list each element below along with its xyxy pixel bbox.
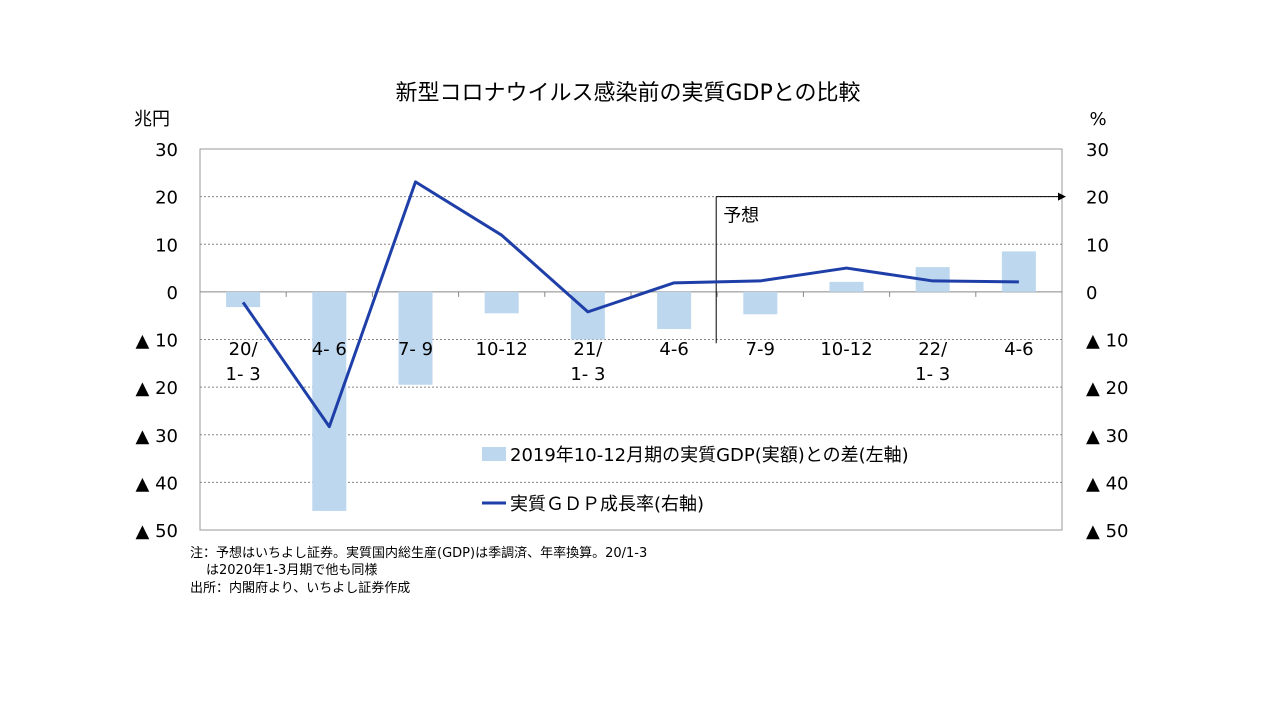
left-tick-label: ▲ 50 (136, 521, 178, 542)
category-labels: 20/1- 3 4- 6 7- 9 10-12 21/1- 3 4-6 7-9 10-12 22… (226, 339, 1034, 385)
right-tick-label: ▲ 50 (1086, 521, 1128, 542)
legend-bar-swatch (482, 447, 506, 461)
category-label: 1- 3 (570, 364, 605, 385)
category-label: 4-6 (659, 339, 688, 360)
bar-series (226, 251, 1036, 511)
bar (570, 291, 605, 340)
axis-ticks: 30 30 20 20 10 10 0 0 ▲ 10 ▲ 10 ▲ 20 ▲ 20 ▲ 30 ▲ 30 ▲ … (136, 140, 1129, 542)
bar (312, 291, 347, 511)
left-axis-unit: 兆円 (134, 109, 170, 130)
bar (398, 291, 433, 385)
left-tick-label: ▲ 40 (136, 473, 178, 494)
category-label: 7- 9 (398, 339, 433, 360)
bar (226, 291, 261, 308)
category-label: 1- 3 (915, 364, 950, 385)
left-tick-label: 0 (167, 283, 178, 304)
legend-bar-label: 2019年10-12月期の実質GDP(実額)との差(左軸) (510, 445, 909, 466)
note-line-1: 注：予想はいちよし証券。実質国内総生産(GDP)は季調済、年率換算。20/1-3 (190, 546, 648, 561)
right-tick-label: ▲ 30 (1086, 426, 1128, 447)
right-tick-label: ▲ 10 (1086, 331, 1128, 352)
chart-title: 新型コロナウイルス感染前の実質GDPとの比較 (395, 81, 860, 106)
bar (1001, 251, 1036, 292)
left-tick-label: ▲ 20 (136, 378, 178, 399)
category-label: 22/ (918, 339, 948, 360)
category-label: 4-6 (1004, 339, 1033, 360)
growth-rate-line (241, 180, 1019, 429)
left-tick-label: 20 (155, 188, 178, 209)
left-tick-label: 10 (155, 235, 178, 256)
category-label: 20/ (229, 339, 259, 360)
note-line-2: は2020年1-3月期で他も同様 (206, 563, 378, 578)
right-tick-label: 10 (1086, 235, 1109, 256)
bar (657, 291, 692, 330)
legend: 2019年10-12月期の実質GDP(実額)との差(左軸) 実質ＧＤＰ成長率(右軸… (482, 445, 909, 515)
right-tick-label: 20 (1086, 188, 1109, 209)
forecast-label: 予想 (723, 206, 759, 227)
category-label: 1- 3 (226, 364, 261, 385)
right-tick-label: ▲ 20 (1086, 378, 1128, 399)
category-label: 21/ (573, 339, 603, 360)
left-tick-label: ▲ 30 (136, 426, 178, 447)
right-tick-label: 0 (1086, 283, 1097, 304)
forecast-marker: 予想 (715, 192, 1066, 344)
source-note: 出所：内閣府より、いちよし証券作成 (190, 581, 411, 596)
left-tick-label: ▲ 10 (136, 331, 178, 352)
forecast-arrow-head (1058, 192, 1066, 201)
left-tick-label: 30 (155, 140, 178, 161)
category-label: 10-12 (476, 339, 528, 360)
legend-line-label: 実質ＧＤＰ成長率(右軸) (510, 494, 704, 515)
line-series (241, 180, 1020, 429)
right-tick-label: 30 (1086, 140, 1109, 161)
bar (743, 291, 778, 315)
right-axis-unit: % (1089, 109, 1106, 130)
category-label: 10-12 (820, 339, 872, 360)
category-label: 7-9 (746, 339, 775, 360)
bar (484, 291, 519, 314)
bar (829, 281, 864, 292)
category-label: 4- 6 (312, 339, 347, 360)
right-tick-label: ▲ 40 (1086, 473, 1128, 494)
